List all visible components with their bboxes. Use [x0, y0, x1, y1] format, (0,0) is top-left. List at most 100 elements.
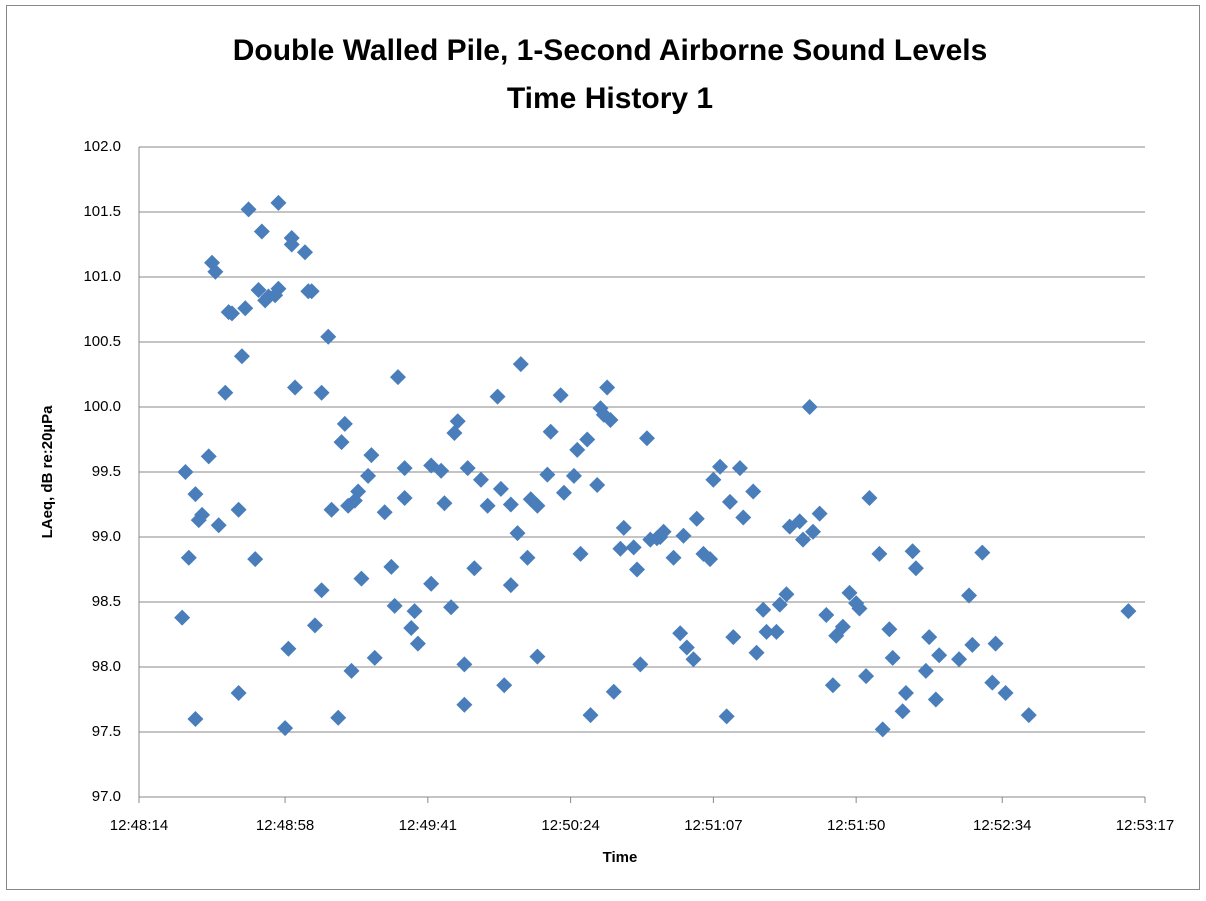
point [194, 506, 211, 523]
point [336, 415, 353, 432]
point [529, 497, 546, 514]
point [612, 540, 629, 557]
point [1020, 707, 1037, 724]
x-tick-label: 12:51:50 [827, 817, 885, 834]
point [502, 496, 519, 513]
point [725, 629, 742, 646]
y-tick-label: 100.0 [83, 398, 121, 415]
point [230, 685, 247, 701]
point [333, 434, 350, 451]
y-tick-label: 98.0 [92, 658, 121, 675]
point [768, 623, 785, 640]
point [459, 460, 476, 477]
point [632, 656, 649, 673]
point [376, 504, 393, 521]
point [353, 570, 370, 587]
point [456, 656, 473, 673]
point [174, 609, 191, 626]
point [675, 527, 692, 544]
point [423, 575, 440, 592]
point [987, 635, 1004, 652]
x-tick-label: 12:48:58 [256, 817, 314, 834]
point [496, 677, 513, 694]
chart-subtitle: Time History 1 [507, 82, 713, 115]
point [638, 430, 655, 447]
point [615, 519, 632, 536]
point [366, 649, 383, 666]
point [974, 544, 991, 561]
point [492, 480, 509, 497]
point [824, 677, 841, 694]
point [778, 586, 795, 603]
point [685, 651, 702, 668]
chart-title: Double Walled Pile, 1-Second Airborne So… [233, 34, 988, 67]
y-tick-label: 101.5 [83, 203, 121, 220]
x-tick-label: 12:51:07 [684, 817, 742, 834]
point [984, 674, 1001, 691]
point [884, 649, 901, 666]
point [363, 447, 380, 464]
point [605, 683, 622, 700]
point [897, 685, 914, 701]
point [303, 283, 320, 300]
point [403, 620, 420, 636]
point [818, 607, 835, 623]
point [270, 194, 287, 211]
point [297, 244, 314, 261]
point [270, 280, 287, 297]
point [277, 720, 294, 737]
point [791, 513, 808, 530]
point [343, 662, 360, 679]
point [702, 551, 719, 568]
point [253, 223, 270, 240]
point [678, 639, 695, 656]
point [927, 691, 944, 708]
x-tick-label: 12:53:17 [1116, 817, 1174, 834]
point [250, 282, 267, 298]
point [705, 471, 722, 488]
point [466, 560, 483, 577]
point [625, 539, 642, 556]
point [811, 505, 828, 522]
y-tick-label: 101.0 [83, 268, 121, 285]
point [755, 601, 772, 618]
point [997, 685, 1014, 701]
point [542, 423, 559, 440]
point [396, 460, 413, 477]
point [874, 721, 891, 738]
point [801, 399, 818, 415]
x-tick-label: 12:50:24 [541, 817, 599, 834]
y-tick-label: 97.0 [92, 788, 121, 805]
chart-border [6, 5, 1200, 890]
point [509, 525, 526, 542]
point [894, 703, 911, 720]
point [389, 369, 406, 386]
point [589, 477, 606, 493]
y-tick-label: 102.0 [83, 138, 121, 155]
point [917, 662, 934, 679]
x-tick-label: 12:52:34 [973, 817, 1031, 834]
x-tick-label: 12:49:41 [399, 817, 457, 834]
point [233, 348, 250, 365]
y-tick-label: 97.5 [92, 723, 121, 740]
point [841, 584, 858, 601]
point [283, 236, 300, 253]
point [237, 300, 254, 317]
point [472, 471, 489, 488]
point [210, 517, 227, 534]
point [904, 543, 921, 560]
point [502, 577, 519, 594]
point [386, 597, 403, 614]
y-tick-label: 99.5 [92, 463, 121, 480]
point [735, 509, 752, 526]
point [795, 531, 812, 548]
point [409, 635, 426, 652]
point [758, 623, 775, 640]
point [931, 647, 948, 664]
point [858, 668, 875, 685]
point [602, 412, 619, 428]
point [313, 582, 330, 599]
point [599, 379, 616, 396]
point [552, 387, 569, 404]
